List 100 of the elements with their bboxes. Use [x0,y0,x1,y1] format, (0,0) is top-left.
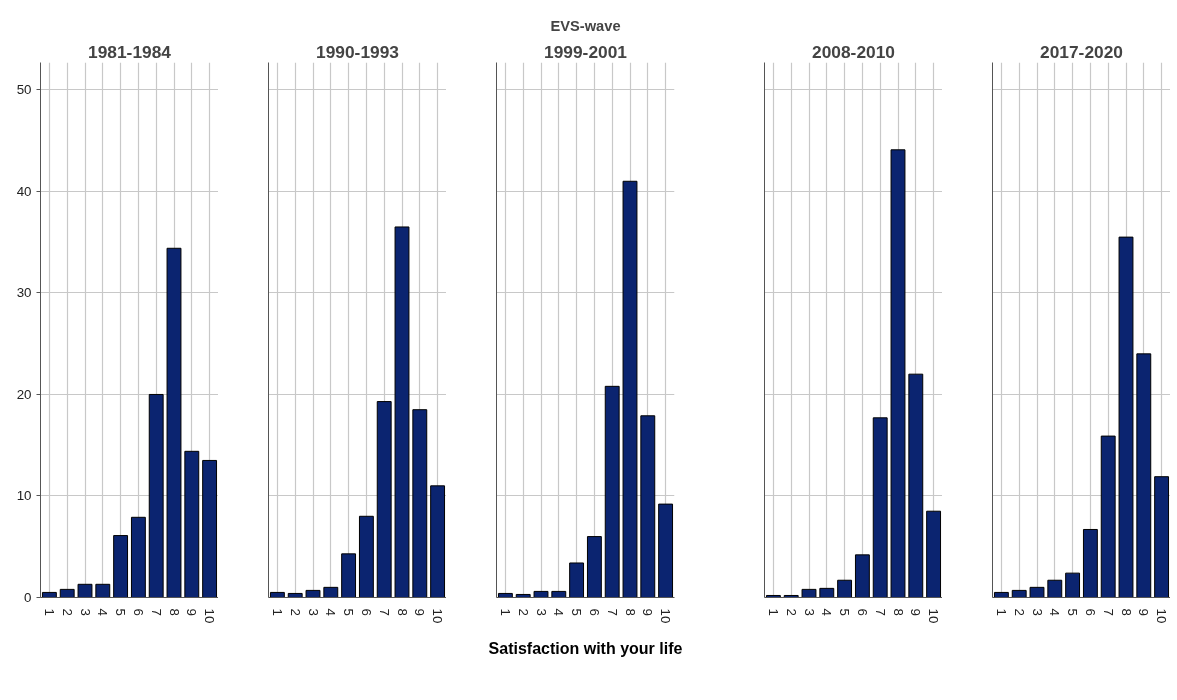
bar [837,579,853,598]
bar [287,592,303,598]
x-tick-label: 6 [1082,608,1098,616]
bar [130,516,146,598]
x-tick-label: 4 [323,608,339,617]
bar [358,515,374,598]
bar [497,592,513,598]
x-tick-label: 10 [202,608,218,624]
x-tick-label: 1 [41,608,57,616]
x-tick-label: 6 [358,608,374,616]
x-tick-label: 2 [1011,608,1027,616]
bar [1136,353,1152,598]
x-tick-label: 5 [837,608,853,616]
x-tick-label: 3 [533,608,549,616]
bar [430,485,446,598]
bar [1029,586,1045,598]
x-tick-label: 5 [341,608,357,616]
x-tick-label: 6 [130,608,146,616]
bar [658,503,674,598]
y-tick-label: 0 [24,590,32,605]
bar [533,590,549,598]
x-tick-label: 7 [604,608,620,616]
x-tick-label: 3 [305,608,321,616]
x-tick-label: 6 [586,608,602,616]
x-tick-label: 8 [394,608,410,616]
text: EVS-wave [550,17,621,34]
x-tick-label: 10 [1154,608,1170,624]
x-tick-label: 9 [640,608,656,616]
bar [586,536,602,598]
y-tick-label: 20 [16,386,32,402]
x-tick-label: 1 [269,608,285,616]
chart-title: 2008-2010 [812,41,895,62]
x-tick-label: 7 [872,608,888,616]
x-tick-label: 3 [801,608,817,616]
bar [202,459,218,598]
x-tick-label: 5 [113,608,129,616]
bar [926,510,942,598]
chart-title: 1981-1984 [88,41,172,62]
x-tick-label: 8 [890,608,906,616]
x-tick-label: 5 [569,608,585,616]
chart-title: 1990-1993 [316,41,400,62]
x-tick-label: 4 [819,608,835,617]
bar [908,373,924,598]
x-tick-label: 10 [658,608,674,624]
bar [376,401,392,598]
bar [148,393,164,598]
bar [622,180,638,598]
x-tick-label: 8 [1118,608,1134,616]
bar [569,562,585,598]
chart-title: 2017-2020 [1040,41,1123,62]
x-tick-label: 1 [765,608,781,616]
x-tick-label: 10 [926,608,942,624]
x-tick-label: 2 [515,608,531,616]
bar [305,589,321,598]
x-tick-label: 9 [1136,608,1152,616]
x-tick-label: 1 [497,608,513,616]
bar [1011,589,1027,598]
x-tick-label: 8 [166,608,182,616]
x-tick-label: 9 [412,608,428,616]
bar [394,226,410,598]
bar [604,385,620,598]
bar [854,554,870,598]
bar [41,591,57,598]
x-tick-label: 2 [59,608,75,616]
x-tick-label: 8 [622,608,638,616]
bar [1100,435,1116,598]
x-tick-label: 6 [854,608,870,616]
x-tick-label: 1 [993,608,1009,616]
bar [184,450,200,598]
x-tick-label: 3 [77,608,93,616]
bar [323,586,339,598]
x-tick-label: 7 [376,608,392,616]
x-tick-label: 2 [287,608,303,616]
x-tick-label: 4 [551,608,567,617]
x-tick-label: 7 [1100,608,1116,616]
bar [95,583,111,598]
x-tick-label: 7 [148,608,164,616]
x-tick-label: 2 [783,608,799,616]
bar [77,583,93,598]
bar [269,591,285,598]
bar [993,591,1009,598]
x-axis-title: Satisfaction with your life [488,640,683,658]
chart-title: 1999-2001 [544,41,628,62]
y-tick-label: 30 [16,285,32,301]
y-tick-label: 50 [16,82,32,98]
x-tick-label: 4 [1047,608,1063,617]
bar [640,415,656,598]
bar [890,149,906,598]
bar [801,588,817,598]
bar [1082,528,1098,598]
x-tick-label: 5 [1065,608,1081,616]
bar [113,535,129,598]
x-tick-label: 9 [908,608,924,616]
bar [1154,476,1170,598]
bar [1118,236,1134,598]
y-tick-label: 40 [16,183,32,199]
x-tick-label: 9 [184,608,200,616]
bar [1065,572,1081,598]
bar [872,417,888,598]
y-tick-label: 10 [16,488,32,504]
